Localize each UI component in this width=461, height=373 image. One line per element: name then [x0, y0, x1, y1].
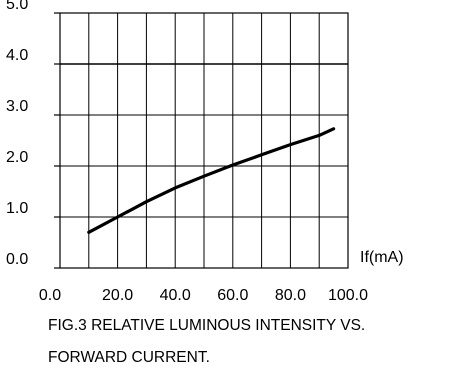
x-tick-label: 40.0 [160, 287, 191, 304]
x-tick-label: 20.0 [102, 287, 133, 304]
figure-caption-line-1: FIG.3 RELATIVE LUMINOUS INTENSITY VS. [48, 317, 366, 334]
y-tick-label: 2.0 [6, 149, 28, 166]
x-tick-label: 60.0 [217, 287, 248, 304]
y-tick-label: 5.0 [6, 0, 28, 13]
gridlines [60, 13, 348, 268]
chart: 0.0 1.0 2.0 3.0 4.0 5.0 0.0 20.0 40.0 60.0 80.0 10… [6, 0, 404, 304]
y-tick-label: 0.0 [6, 251, 28, 268]
y-tick-label: 4.0 [6, 47, 28, 64]
y-tick-label: 1.0 [6, 200, 28, 217]
x-tick-labels: 0.0 20.0 40.0 60.0 80.0 100.0 [39, 287, 368, 304]
x-tick-label: 80.0 [275, 287, 306, 304]
figure-caption-line-2: FORWARD CURRENT. [48, 349, 210, 366]
x-tick-label: 0.0 [39, 287, 61, 304]
x-tick-label: 100.0 [328, 287, 368, 304]
x-axis-label: If(mA) [360, 249, 404, 266]
y-tick-label: 3.0 [6, 98, 28, 115]
axes [54, 12, 349, 269]
y-tick-labels: 0.0 1.0 2.0 3.0 4.0 5.0 [6, 0, 28, 268]
series-group [87, 127, 336, 234]
series-line [87, 127, 336, 234]
plot-frame [59, 12, 349, 269]
